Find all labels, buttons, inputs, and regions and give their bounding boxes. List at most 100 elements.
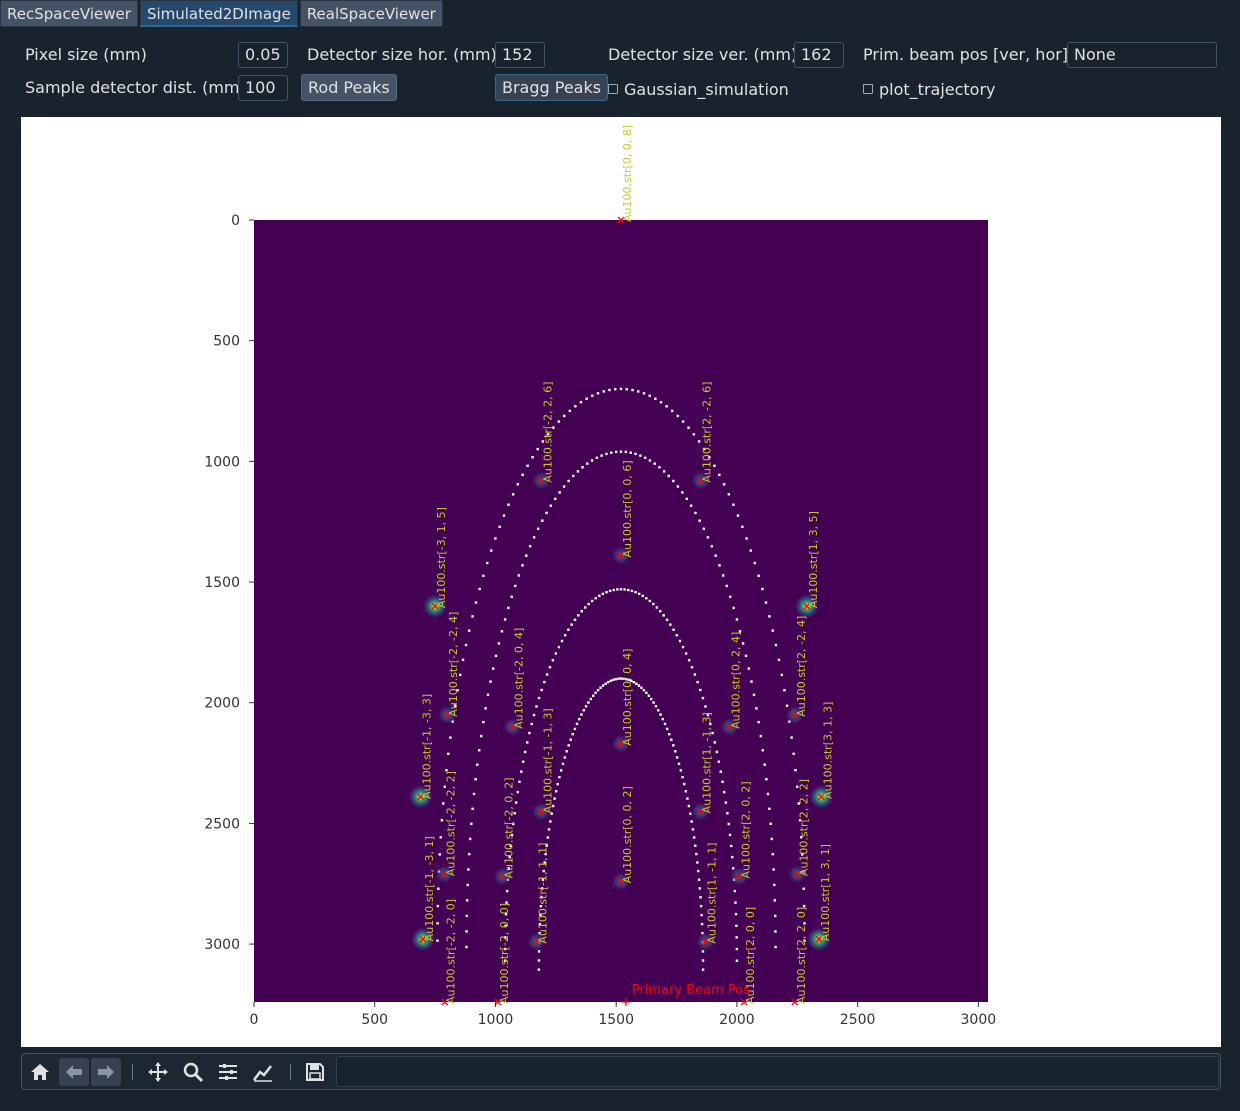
trajectory-point	[697, 869, 700, 873]
trajectory-point	[559, 769, 563, 772]
trajectory-point	[532, 713, 536, 717]
forward-icon[interactable]	[91, 1058, 121, 1086]
trajectory-point	[637, 684, 641, 687]
peak-label: Au100.str[2, -2, 6]	[701, 382, 714, 483]
trajectory-point	[595, 456, 599, 460]
trajectory-point	[721, 574, 725, 577]
trajectory-point	[594, 691, 597, 695]
tab-simulated2dimage[interactable]: Simulated2DImage	[139, 0, 298, 27]
trajectory-point	[591, 694, 595, 697]
trajectory-checkbox-box[interactable]	[863, 84, 873, 94]
trajectory-point	[516, 790, 519, 794]
customize-icon[interactable]	[248, 1058, 278, 1086]
trajectory-point	[601, 592, 605, 596]
trajectory-point	[602, 390, 605, 393]
tab-realspaceviewer[interactable]: RealSpaceViewer	[299, 0, 443, 27]
trajectory-point	[503, 947, 507, 951]
trajectory-point	[468, 629, 471, 632]
rod-peaks-button[interactable]: Rod Peaks	[301, 74, 397, 101]
peak-label: Au100.str[-2, 0, 4]	[512, 628, 525, 729]
trajectory-point	[736, 514, 740, 517]
peak-marker	[740, 998, 748, 1006]
trajectory-point	[521, 473, 524, 477]
beam-pos-field[interactable]: None	[1067, 42, 1217, 68]
trajectory-point	[551, 804, 555, 808]
trajectory-point	[494, 537, 497, 540]
peak-marker	[441, 998, 449, 1006]
pan-icon[interactable]	[143, 1058, 173, 1086]
trajectory-point	[679, 769, 683, 772]
trajectory-point	[507, 867, 510, 870]
trajectory-point	[504, 924, 507, 927]
tab-recspaceviewer[interactable]: RecSpaceViewer	[0, 0, 138, 27]
trajectory-point	[718, 473, 721, 477]
trajectory-point	[575, 722, 579, 726]
trajectory-point	[675, 634, 679, 637]
peak-label: Au100.str[-2, -2, 0]	[445, 899, 458, 1004]
trajectory-point	[696, 680, 699, 684]
trajectory-point	[761, 587, 764, 591]
trajectory-point	[560, 639, 564, 643]
trajectory-point	[471, 615, 474, 618]
trajectory-point	[594, 597, 597, 600]
detector-ver-label: Detector size ver. (mm)	[608, 45, 798, 64]
subplots-icon[interactable]	[213, 1058, 243, 1086]
save-icon[interactable]	[300, 1058, 330, 1086]
trajectory-point	[802, 887, 805, 890]
trajectory-point	[541, 878, 545, 881]
x-tick-label: 1000	[478, 1012, 514, 1028]
trajectory-point	[536, 447, 539, 451]
trajectory-point	[701, 950, 705, 953]
trajectory-point	[599, 686, 602, 689]
plot-trajectory-checkbox[interactable]: plot_trajectory	[863, 76, 996, 102]
trajectory-point	[755, 707, 758, 710]
trajectory-point	[537, 527, 540, 531]
zoom-icon[interactable]	[178, 1058, 208, 1086]
trajectory-point	[730, 844, 733, 848]
trajectory-point	[766, 792, 770, 796]
trajectory-point	[648, 599, 652, 603]
peak-marker	[499, 873, 507, 880]
trajectory-point	[565, 750, 568, 753]
peak-label: Au100.str[1, 3, 5]	[807, 511, 820, 608]
peak-marker	[791, 998, 799, 1006]
trajectory-point	[583, 606, 587, 609]
trajectory-point	[641, 594, 644, 598]
trajectory-point	[797, 802, 800, 805]
detector-image-plot[interactable]: Au100.str[0, 0, 8] Au100.str[-2, 2, 6] Au1…	[21, 117, 1221, 1047]
trajectory-point	[745, 537, 748, 540]
trajectory-point	[478, 587, 481, 591]
trajectory-point	[513, 812, 516, 815]
bragg-peaks-button[interactable]: Bragg Peaks	[495, 74, 609, 101]
home-icon[interactable]	[25, 1058, 55, 1086]
sample-dist-field[interactable]: 100	[238, 75, 288, 101]
trajectory-point	[803, 922, 806, 925]
trajectory-point	[777, 658, 781, 662]
trajectory-point	[535, 705, 538, 708]
trajectory-point	[596, 392, 600, 395]
trajectory-point	[690, 820, 693, 823]
trajectory-point	[714, 554, 717, 557]
back-icon[interactable]	[59, 1058, 89, 1086]
detector-ver-field[interactable]: 162	[794, 42, 844, 68]
beam-pos-label: Prim. beam pos [ver, hor]	[863, 45, 1069, 64]
trajectory-point	[539, 913, 542, 917]
trajectory-point	[596, 688, 600, 692]
trajectory-point	[528, 731, 531, 735]
trajectory-point	[702, 527, 705, 531]
peak-marker	[617, 216, 625, 224]
peak-label: Au100.str[-3, 1, 5]	[435, 507, 448, 608]
trajectory-point	[647, 694, 651, 697]
plot-canvas[interactable]: Au100.str[0, 0, 8] Au100.str[-2, 2, 6] Au1…	[21, 117, 1221, 1047]
trajectory-point	[443, 785, 446, 788]
gaussian-checkbox-box[interactable]	[608, 84, 618, 94]
trajectory-point	[554, 497, 557, 501]
gaussian-simulation-checkbox[interactable]: Gaussian_simulation	[608, 76, 789, 102]
detector-hor-field[interactable]: 152	[495, 42, 545, 68]
pixel-size-field[interactable]: 0.05	[238, 42, 288, 68]
trajectory-point	[537, 950, 541, 953]
peak-marker	[735, 873, 743, 880]
trajectory-point	[537, 968, 541, 971]
trajectory-point	[768, 615, 771, 618]
trajectory-point	[623, 588, 626, 591]
